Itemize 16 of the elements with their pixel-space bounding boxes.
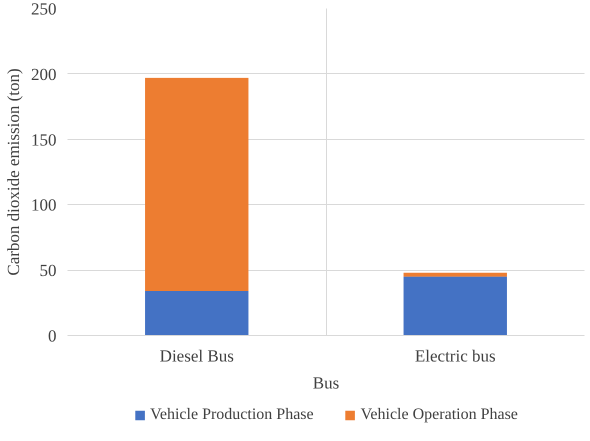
x-axis-title: Bus [312, 374, 340, 392]
y-tick-label: 100 [31, 196, 56, 215]
legend-label: Vehicle Operation Phase [360, 406, 518, 424]
y-tick-label: 200 [31, 64, 56, 84]
x-tick-label: Electric bus [414, 346, 496, 366]
bar [145, 291, 248, 336]
legend-label: Vehicle Production Phase [150, 406, 314, 424]
y-tick-label: 0 [48, 326, 56, 346]
bar [404, 276, 507, 336]
y-axis-title: Carbon dioxide emission (ton) [4, 68, 23, 276]
bar [404, 272, 507, 277]
y-tick-label: 250 [31, 0, 56, 18]
y-tick-label: 50 [40, 261, 56, 280]
y-tick-label: 150 [31, 130, 56, 150]
bar [145, 78, 248, 292]
x-tick-label: Diesel Bus [160, 346, 234, 366]
